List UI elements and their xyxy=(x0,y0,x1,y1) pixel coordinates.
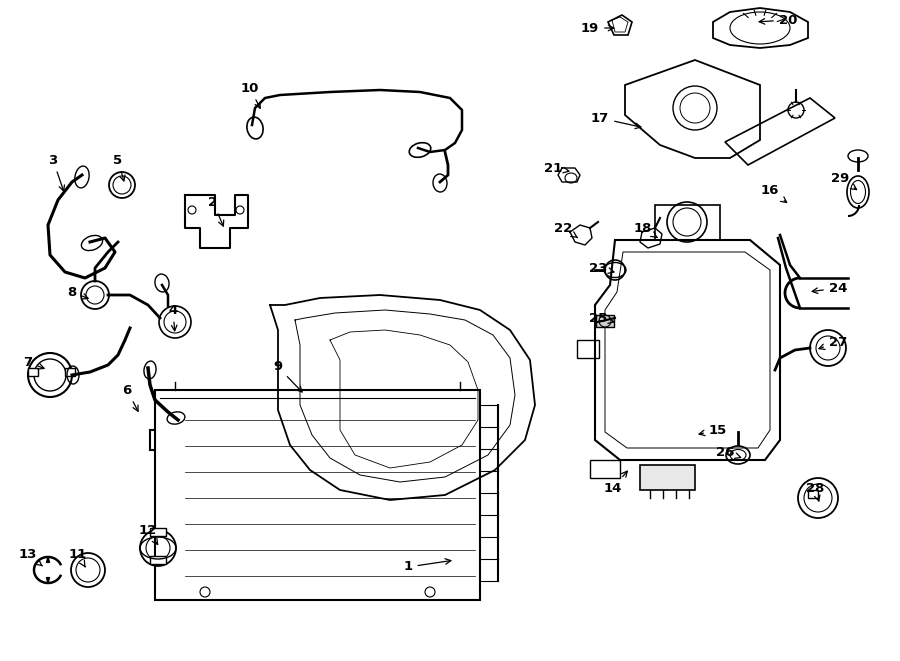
Bar xyxy=(150,556,166,564)
Bar xyxy=(28,368,38,376)
Text: 10: 10 xyxy=(241,81,260,108)
Bar xyxy=(150,528,166,536)
Text: 28: 28 xyxy=(806,481,824,501)
Bar xyxy=(590,460,620,478)
Text: 17: 17 xyxy=(591,112,641,129)
Text: 23: 23 xyxy=(589,262,614,274)
Text: 26: 26 xyxy=(716,446,741,459)
Text: 8: 8 xyxy=(68,286,88,299)
Text: 24: 24 xyxy=(812,282,847,295)
Bar xyxy=(155,390,480,600)
Bar xyxy=(65,368,75,376)
Bar xyxy=(596,315,614,327)
Text: 20: 20 xyxy=(760,13,797,26)
Text: 25: 25 xyxy=(589,311,614,325)
Text: 21: 21 xyxy=(544,161,569,175)
Bar xyxy=(655,205,720,240)
Text: 18: 18 xyxy=(634,221,657,237)
Text: 7: 7 xyxy=(23,356,44,369)
Text: 13: 13 xyxy=(19,549,42,566)
Bar xyxy=(577,340,599,358)
Text: 16: 16 xyxy=(760,184,787,202)
Text: 12: 12 xyxy=(139,524,158,545)
Text: 29: 29 xyxy=(831,171,857,190)
Text: 27: 27 xyxy=(819,336,847,350)
Text: 9: 9 xyxy=(274,360,302,392)
Bar xyxy=(808,490,818,498)
Bar xyxy=(640,465,695,490)
Text: 5: 5 xyxy=(113,153,125,181)
Text: 15: 15 xyxy=(699,424,727,436)
Text: 2: 2 xyxy=(209,196,224,226)
Text: 14: 14 xyxy=(604,471,627,494)
Text: 22: 22 xyxy=(554,221,577,237)
Text: 19: 19 xyxy=(580,22,614,34)
Text: 11: 11 xyxy=(69,549,87,567)
Text: 4: 4 xyxy=(168,303,177,331)
Text: 6: 6 xyxy=(122,383,138,411)
Text: 1: 1 xyxy=(403,559,451,574)
Text: 3: 3 xyxy=(49,153,65,191)
